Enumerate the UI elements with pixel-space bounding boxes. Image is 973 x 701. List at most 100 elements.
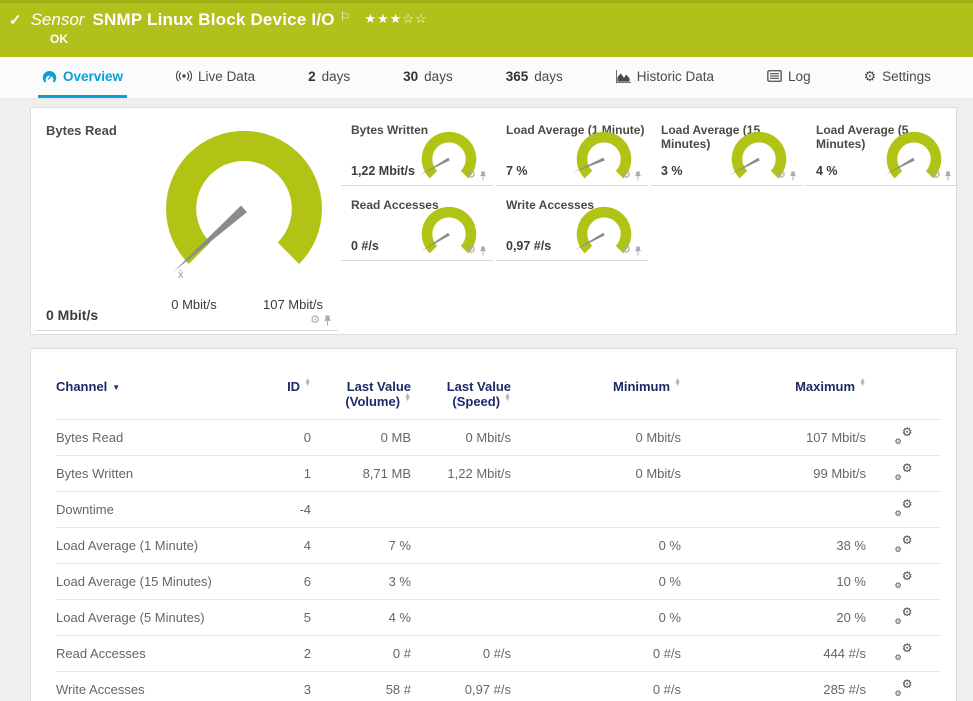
channel-settings-icon[interactable]: ⚙ ⚙ [894,677,913,698]
channel-value: 0 Mbit/s [46,307,99,323]
cell-id: 4 [251,527,311,564]
channel-settings-icon[interactable]: ⚙ ⚙ [894,497,913,518]
cell-last-value-speed [411,527,511,564]
tab-30-days[interactable]: 30 days [403,68,453,84]
table-row: Load Average (1 Minute) 4 7 % 0 % 38 % ⚙… [56,527,941,564]
cell-channel: Write Accesses [56,671,251,701]
cell-minimum: 0 #/s [511,635,681,672]
pin-icon[interactable] [479,246,487,256]
channel-settings-icon[interactable]: ⚙ ⚙ [894,641,913,662]
channel-settings-icon[interactable]: ⚙ ⚙ [894,461,913,482]
cell-last-value-speed: 0,97 #/s [411,671,511,701]
tab-log[interactable]: Log [763,57,815,98]
channel-settings-icon[interactable]: ⚙ ⚙ [894,605,913,626]
column-header-maximum[interactable]: Maximum ▲ ▼ [795,377,866,394]
gauge-chart [420,206,477,254]
gauges-panel: Bytes Read x̄ 0 Mbit/s 107 Mbit/s 0 Mbit… [30,107,958,335]
chart-icon [615,69,631,83]
tile-title: Bytes Written [351,123,429,137]
table-row: Write Accesses 3 58 # 0,97 #/s 0 #/s 285… [56,671,941,701]
table-row: Downtime -4 ⚙ ⚙ [56,491,941,528]
cell-id: 0 [251,419,311,456]
cell-maximum: 38 % [681,527,866,564]
cell-last-value-volume [311,491,411,528]
column-header-channel[interactable]: Channel ▼ [56,379,121,394]
cell-channel: Load Average (5 Minutes) [56,599,251,636]
tab-2-days[interactable]: 2 days [308,68,351,84]
tab-bar: Overview Live Data 2 days 30 days 365 da… [0,57,973,99]
status-badge: OK [50,32,68,46]
log-list-icon [767,70,782,82]
pin-icon[interactable] [634,246,642,256]
tab-historic-data[interactable]: Historic Data [612,57,718,98]
tile-settings-gear-icon[interactable]: ⚙ [466,169,476,181]
tile-settings-gear-icon[interactable]: ⚙ [310,314,320,326]
pin-icon[interactable] [944,171,952,181]
cell-channel: Downtime [56,491,251,528]
cell-id: 3 [251,671,311,701]
tile-settings-gear-icon[interactable]: ⚙ [776,169,786,181]
tile-settings-gear-icon[interactable]: ⚙ [621,169,631,181]
sort-desc-icon: ▼ [112,383,121,392]
channel-settings-icon[interactable]: ⚙ ⚙ [894,533,913,554]
column-header-last-value-speed[interactable]: Last Value (Speed) ▲ ▼ [446,379,511,409]
cell-maximum: 10 % [681,563,866,600]
cell-last-value-volume: 0 MB [311,419,411,456]
pin-icon[interactable] [634,171,642,181]
gear-icon: ⚙ [863,68,877,84]
tab-365-days[interactable]: 365 days [505,68,563,84]
channel-table: Channel ▼ ID ▲ ▼ Last Value (Volume) ▲ ▼ Last… [56,375,941,701]
cell-last-value-volume: 3 % [311,563,411,600]
cell-channel: Read Accesses [56,635,251,672]
cell-channel: Bytes Read [56,419,251,456]
channel-tile-read-accesses: Read Accesses 0 #/s ⚙ [341,188,493,261]
channel-value: 3 % [661,164,683,178]
tab-settings[interactable]: ⚙ Settings [863,68,931,84]
tile-settings-gear-icon[interactable]: ⚙ [466,244,476,256]
cell-last-value-speed [411,599,511,636]
table-row: Bytes Written 1 8,71 MB 1,22 Mbit/s 0 Mb… [56,455,941,492]
pin-icon[interactable] [789,171,797,181]
tab-overview[interactable]: Overview [38,57,128,98]
cell-last-value-speed: 1,22 Mbit/s [411,455,511,492]
channel-settings-icon[interactable]: ⚙ ⚙ [894,425,913,446]
pin-icon[interactable] [479,171,487,181]
priority-flag-icon[interactable]: ⚐ [339,10,351,24]
cell-last-value-speed [411,563,511,600]
gauge-scale-min: 0 Mbit/s [171,297,217,312]
cell-minimum [511,491,681,528]
table-row: Load Average (5 Minutes) 5 4 % 0 % 20 % … [56,599,941,636]
column-header-minimum[interactable]: Minimum ▲ ▼ [613,377,681,394]
gauge-icon [42,70,57,83]
sort-icon: ▲ ▼ [674,377,681,389]
status-check-icon: ✓ [9,12,22,29]
priority-stars[interactable]: ★★★☆☆ [364,11,428,26]
cell-minimum: 0 Mbit/s [511,455,681,492]
tab-live-data[interactable]: Live Data [172,57,259,98]
pin-icon[interactable] [323,315,332,326]
tile-settings-gear-icon[interactable]: ⚙ [931,169,941,181]
tile-settings-gear-icon[interactable]: ⚙ [621,244,631,256]
gauge-chart [420,131,477,179]
cell-maximum: 444 #/s [681,635,866,672]
channel-value: 4 % [816,164,838,178]
cell-channel: Load Average (1 Minute) [56,527,251,564]
channel-value: 1,22 Mbit/s [351,164,415,178]
channel-tile-load-average-1-minute: Load Average (1 Minute) 7 % ⚙ [496,113,648,186]
channel-settings-icon[interactable]: ⚙ ⚙ [894,569,913,590]
cell-id: 1 [251,455,311,492]
cell-last-value-volume: 8,71 MB [311,455,411,492]
channel-tile-load-average-15-minutes: Load Average (15 Minutes) 3 % ⚙ [651,113,803,186]
cell-id: 2 [251,635,311,672]
cell-minimum: 0 % [511,527,681,564]
column-header-last-value-volume[interactable]: Last Value (Volume) ▲ ▼ [345,379,411,409]
cell-last-value-volume: 7 % [311,527,411,564]
column-header-id[interactable]: ID ▲ ▼ [287,377,311,394]
table-row: Read Accesses 2 0 # 0 #/s 0 #/s 444 #/s … [56,635,941,672]
cell-last-value-volume: 0 # [311,635,411,672]
table-header-row: Channel ▼ ID ▲ ▼ Last Value (Volume) ▲ ▼ Last… [56,375,941,420]
sort-icon: ▲ ▼ [404,392,411,404]
cell-id: 6 [251,563,311,600]
cell-minimum: 0 % [511,599,681,636]
tile-title: Bytes Read [46,123,117,138]
